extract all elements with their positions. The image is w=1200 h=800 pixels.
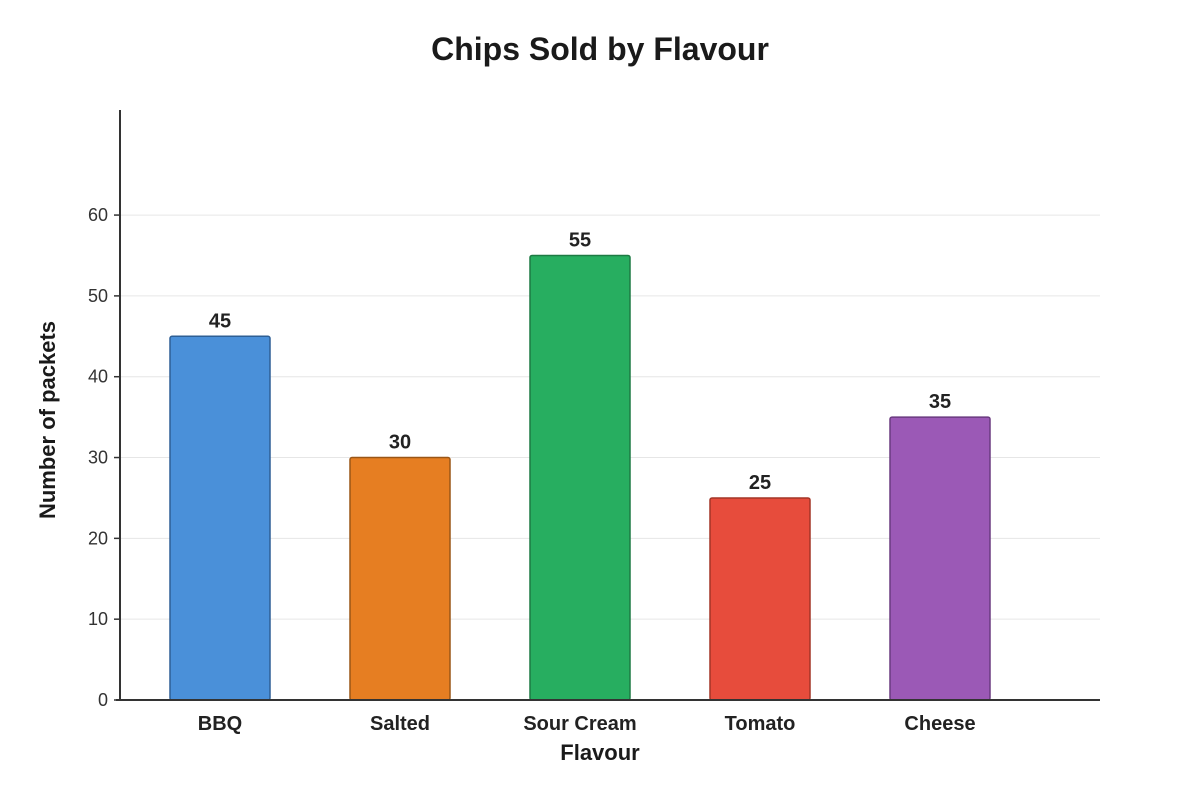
x-axis-title: Flavour	[560, 740, 640, 765]
x-tick-label: Tomato	[725, 713, 796, 735]
data-label: 45	[209, 310, 231, 332]
y-tick-label: 10	[88, 609, 108, 629]
x-tick-label: Sour Cream	[523, 713, 636, 735]
y-axis-ticks: 0 10 20 30 40 50 60	[88, 205, 120, 710]
bar-tomato	[709, 497, 811, 701]
chart-title: Chips Sold by Flavour	[431, 31, 769, 67]
data-labels: 45 30 55 25 35	[209, 229, 951, 493]
bars	[169, 254, 991, 701]
y-tick-label: 60	[88, 205, 108, 225]
x-axis-ticks: BBQ Salted Sour Cream Tomato Cheese	[198, 713, 976, 735]
data-label: 25	[749, 472, 771, 494]
y-tick-label: 50	[88, 286, 108, 306]
bar-bbq	[169, 335, 271, 701]
data-label: 30	[389, 432, 411, 454]
y-tick-label: 0	[98, 690, 108, 710]
x-tick-label: Cheese	[904, 713, 975, 735]
x-tick-label: Salted	[370, 713, 430, 735]
y-tick-label: 20	[88, 528, 108, 548]
data-label: 55	[569, 229, 591, 251]
y-tick-label: 30	[88, 448, 108, 468]
data-label: 35	[929, 391, 951, 413]
y-tick-label: 40	[88, 367, 108, 387]
bar-salted	[349, 456, 451, 701]
y-axis-title: Number of packets	[35, 321, 60, 519]
bar-sour-cream	[529, 254, 631, 701]
bar-cheese	[889, 416, 991, 701]
x-tick-label: BBQ	[198, 713, 242, 735]
